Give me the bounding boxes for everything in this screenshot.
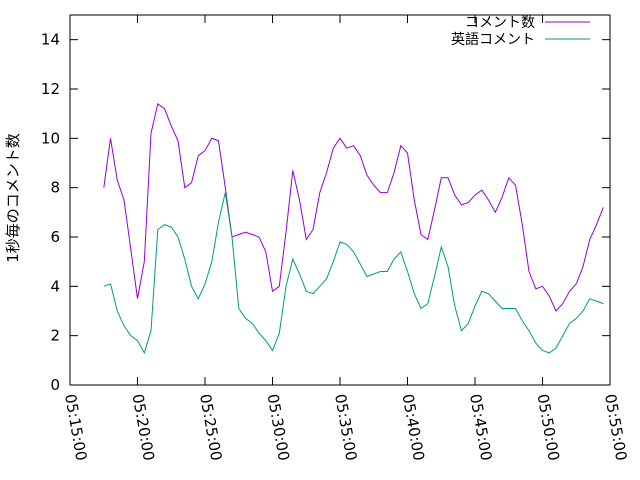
series-line-1 (103, 192, 604, 355)
x-tick-label: 05:35:00 (331, 393, 360, 462)
y-tick-label: 4 (50, 277, 60, 295)
y-tick-label: 2 (50, 327, 60, 345)
y-tick-label: 0 (50, 376, 60, 394)
y-tick-label: 12 (41, 80, 60, 98)
y-tick-label: 8 (50, 179, 60, 197)
x-tick-label: 05:45:00 (466, 393, 495, 462)
legend-label-0: コメント数 (465, 15, 535, 31)
x-tick-label: 05:40:00 (399, 393, 428, 462)
x-tick-label: 05:25:00 (196, 393, 225, 462)
x-tick-label: 05:50:00 (534, 393, 563, 462)
y-axis-title: 1秒毎のコメント数 (4, 133, 22, 263)
y-tick-label: 10 (41, 129, 60, 147)
x-tick-label: 05:55:00 (601, 393, 630, 462)
x-tick-label: 05:20:00 (129, 393, 158, 462)
y-tick-label: 6 (50, 228, 60, 246)
series-line-0 (103, 102, 604, 312)
y-tick-label: 14 (41, 31, 60, 49)
plot-area (103, 102, 604, 355)
legend-label-1: 英語コメント (451, 31, 535, 48)
x-tick-label: 05:15:00 (61, 393, 90, 462)
x-tick-label: 05:30:00 (264, 393, 293, 462)
